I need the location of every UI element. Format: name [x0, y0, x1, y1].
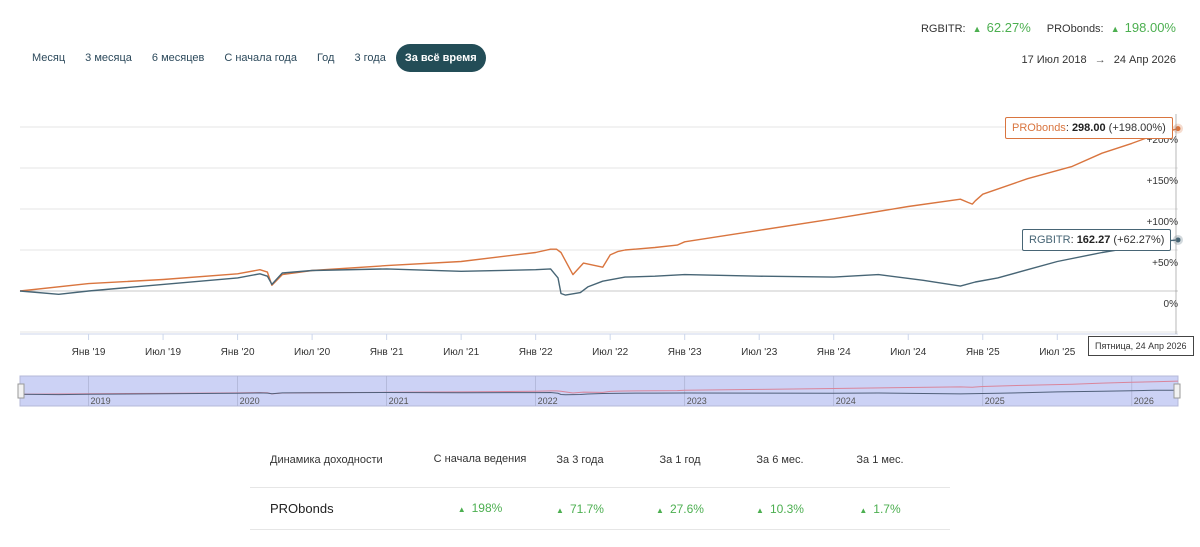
range-button-month[interactable]: Месяц	[32, 52, 66, 64]
x-tick-label: Янв '21	[370, 347, 404, 358]
x-tick-label: Янв '19	[72, 347, 106, 358]
y-tick-label: +50%	[1152, 258, 1178, 269]
col-since-inception: С начала ведения	[433, 453, 527, 465]
range-selector: Месяц 3 месяца 6 месяцев С начала года Г…	[22, 44, 486, 72]
up-triangle-icon: ▲	[656, 505, 664, 515]
x-tick-label: Янв '23	[668, 347, 702, 358]
arrow-right-icon: →	[1094, 54, 1106, 66]
table-row: PRObonds ▲ 198% ▲ 71.7% ▲ 27.6% ▲ 10.3% ▲ 1.7…	[250, 488, 950, 530]
navigator-year-label: 2026	[1134, 396, 1154, 406]
x-tick-label: Июл '23	[741, 347, 778, 358]
navigator-year-label: 2024	[836, 396, 856, 406]
legend-probonds-value: 198.00%	[1124, 20, 1176, 35]
range-button-ytd[interactable]: С начала года	[224, 52, 297, 64]
navigator-year-label: 2021	[389, 396, 409, 406]
tooltip-probonds-change: (+198.00%)	[1108, 122, 1166, 134]
up-triangle-icon: ▲	[859, 505, 868, 515]
tooltip-rgbitr-name: RGBITR	[1029, 234, 1071, 246]
x-tick-label: Июл '20	[294, 347, 331, 358]
returns-table: Динамика доходности С начала ведения За …	[250, 432, 950, 530]
navigator-year-label: 2019	[91, 396, 111, 406]
cell-1-year: ▲ 27.6%	[656, 501, 704, 516]
range-button-3-years[interactable]: 3 года	[354, 52, 386, 64]
tooltip-rgbitr-change: (+62.27%)	[1113, 234, 1165, 246]
tooltip-probonds-name: PRObonds	[1012, 122, 1066, 134]
x-tick-label: Янв '20	[221, 347, 255, 358]
y-tick-label: +150%	[1147, 176, 1179, 187]
legend-rgbitr-name: RGBITR:	[920, 23, 966, 35]
x-tick-label: Июл '25	[1039, 347, 1076, 358]
x-tick-label: Июл '24	[890, 347, 927, 358]
range-button-6-months[interactable]: 6 месяцев	[151, 52, 205, 64]
legend-rgbitr-value: 62.27%	[986, 20, 1031, 35]
date-to[interactable]: 24 Апр 2026	[1113, 54, 1176, 66]
chart-grid	[20, 126, 1178, 335]
y-tick-label: +100%	[1147, 217, 1179, 228]
col-1-year: За 1 год	[659, 453, 701, 466]
col-3-years: За 3 года	[556, 453, 604, 466]
tooltip-rgbitr: RGBITR: 162.27 (+62.27%)	[1022, 229, 1172, 251]
legend-probonds: PRObonds: ▲ 198.00%	[1047, 20, 1176, 35]
navigator-handle-left[interactable]	[17, 383, 25, 399]
tooltip-probonds-value: 298.00	[1071, 122, 1106, 134]
x-tick-label: Янв '25	[966, 347, 1000, 358]
series-point-rgbitr	[1175, 237, 1181, 243]
series-point-probonds	[1175, 126, 1181, 132]
range-button-all-time[interactable]: За всё время	[395, 44, 486, 72]
tooltip-probonds: PRObonds: 298.00 (+198.00%)	[1005, 117, 1173, 139]
up-triangle-icon: ▲	[556, 505, 564, 515]
cell-6-months: ▲ 10.3%	[756, 501, 804, 516]
x-tick-label: Июл '22	[592, 347, 629, 358]
date-range: 17 Июл 2018 → 24 Апр 2026	[1021, 54, 1176, 66]
x-axis-ticks: Янв '19 Июл '19 Янв '20 Июл '20 Янв '21 Июл '…	[72, 334, 1076, 358]
col-1-month: За 1 мес.	[856, 453, 904, 466]
cell-1-month: ▲ 1.7%	[859, 501, 901, 516]
x-tick-label: Янв '22	[519, 347, 553, 358]
up-triangle-icon: ▲	[1110, 24, 1120, 34]
cell-since-inception: ▲ 198%	[457, 500, 503, 515]
legend-probonds-name: PRObonds:	[1046, 23, 1104, 35]
navigator-year-label: 2022	[538, 396, 558, 406]
series-line-rgbitr	[19, 239, 1179, 296]
range-button-year[interactable]: Год	[316, 52, 335, 64]
top-legend: RGBITR: ▲ 62.27% PRObonds: ▲ 198.00%	[921, 20, 1176, 35]
up-triangle-icon: ▲	[756, 505, 764, 515]
navigator-series	[19, 389, 1179, 396]
date-from[interactable]: 17 Июл 2018	[1021, 54, 1087, 66]
chart-navigator: 2019 2020 2021 2022 2023 2024 2025 2026	[17, 375, 1181, 407]
range-button-3-months[interactable]: 3 месяца	[85, 52, 132, 64]
x-tick-label: Июл '19	[145, 347, 182, 358]
legend-rgbitr: RGBITR: ▲ 62.27%	[921, 20, 1031, 35]
navigator-handle-right[interactable]	[1173, 383, 1181, 399]
y-tick-label: +200%	[1147, 135, 1179, 146]
cell-3-years: ▲ 71.7%	[556, 501, 604, 516]
chart-series	[19, 114, 1183, 334]
table-header: Динамика доходности С начала ведения За …	[250, 432, 950, 488]
tooltip-rgbitr-value: 162.27	[1076, 234, 1111, 246]
x-tick-label: Янв '24	[817, 347, 851, 358]
navigator-year-label: 2023	[687, 396, 707, 406]
tooltip-date: Пятница, 24 Апр 2026	[1088, 336, 1194, 356]
up-triangle-icon: ▲	[457, 504, 466, 514]
x-tick-label: Июл '21	[443, 347, 480, 358]
up-triangle-icon: ▲	[972, 24, 982, 34]
y-tick-label: 0%	[1164, 299, 1179, 310]
table-title: Динамика доходности	[270, 453, 383, 466]
col-6-months: За 6 мес.	[756, 453, 804, 466]
series-line-probonds	[19, 127, 1179, 292]
row-name: PRObonds	[270, 501, 334, 516]
navigator-year-label: 2020	[240, 396, 260, 406]
navigator-year-label: 2025	[985, 396, 1005, 406]
